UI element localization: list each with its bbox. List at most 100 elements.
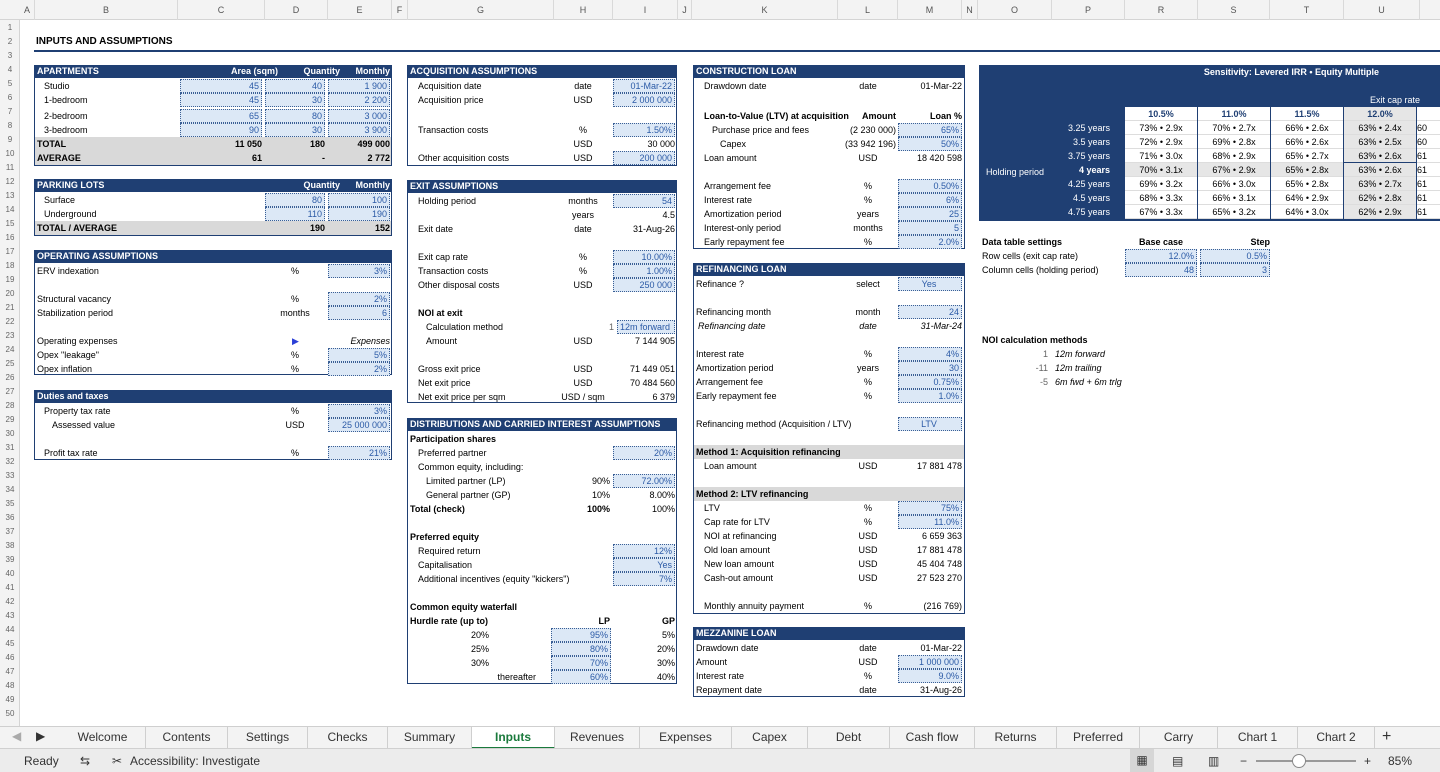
construction-pp-pct-input[interactable]: 65% [898,123,962,137]
apartment-area-input[interactable]: 45 [180,79,262,93]
zoom-slider-track[interactable] [1256,760,1356,762]
tab-chart-2[interactable]: Chart 2 [1298,727,1375,749]
column-header-i[interactable]: I [613,0,678,20]
row-header[interactable]: 28 [5,401,15,410]
apartment-rent-input[interactable]: 3 000 [328,109,390,123]
stabilization-input[interactable]: 6 [328,306,390,320]
row-header[interactable]: 34 [5,485,15,494]
row-header[interactable]: 23 [5,331,15,340]
acq-other-input[interactable]: 200 000 [613,151,675,165]
apartment-qty-input[interactable]: 80 [265,109,325,123]
parking-underground-rent[interactable]: 190 [328,207,390,221]
row-header[interactable]: 19 [5,275,15,284]
sensitivity-cell[interactable]: 62% • 2.9x [1344,205,1416,219]
apartment-area-input[interactable]: 65 [180,109,262,123]
parking-surface-rent[interactable]: 100 [328,193,390,207]
row-header[interactable]: 43 [5,611,15,620]
sensitivity-cell[interactable]: 68% • 2.9x [1198,149,1270,163]
row-header[interactable]: 14 [5,205,15,214]
row-header[interactable]: 42 [5,597,15,606]
column-header-p[interactable]: P [1052,0,1125,20]
zoom-out-icon[interactable]: − [1240,754,1248,768]
tab-scroll-left-icon[interactable]: ◀ [12,729,22,743]
sensitivity-cell-overflow[interactable]: 61 [1417,191,1440,205]
column-header-b[interactable]: B [35,0,178,20]
column-header-n[interactable]: N [962,0,978,20]
column-header-e[interactable]: E [328,0,392,20]
leakage-input[interactable]: 5% [328,348,390,362]
sensitivity-cell[interactable]: 66% • 3.0x [1198,177,1270,191]
column-header-l[interactable]: L [838,0,898,20]
sensitivity-cell[interactable]: 73% • 2.9x [1125,121,1197,135]
tab-inputs[interactable]: Inputs [472,727,555,749]
column-header-f[interactable]: F [392,0,408,20]
sensitivity-cell[interactable]: 65% • 2.8x [1271,163,1343,177]
sensitivity-cell[interactable]: 65% • 2.7x [1271,149,1343,163]
row-header[interactable]: 45 [5,639,15,648]
row-header[interactable]: 20 [5,289,15,298]
sensitivity-cell[interactable]: 70% • 2.7x [1198,121,1270,135]
distributions-add-input[interactable]: 7% [613,572,675,586]
row-header[interactable]: 48 [5,681,15,690]
tab-cash-flow[interactable]: Cash flow [890,727,975,749]
sensitivity-cell[interactable]: 66% • 2.6x [1271,121,1343,135]
tab-preferred[interactable]: Preferred [1057,727,1140,749]
profit-tax-input[interactable]: 21% [328,446,390,460]
sensitivity-cell[interactable]: 63% • 2.4x [1344,121,1416,135]
row-header[interactable]: 35 [5,499,15,508]
refinancing-month-input[interactable]: 24 [898,305,962,319]
sensitivity-cell[interactable]: 62% • 2.8x [1344,191,1416,205]
column-header-j[interactable]: J [678,0,692,20]
sensitivity-cell-overflow[interactable]: 60 [1417,121,1440,135]
construction-capex-pct-input[interactable]: 50% [898,137,962,151]
tab-scroll-right-icon[interactable]: ▶ [36,729,46,743]
column-header-t[interactable]: T [1270,0,1344,20]
exit-cap-input[interactable]: 10.00% [613,250,675,264]
refinancing-method-input[interactable]: LTV [898,417,962,431]
row-header[interactable]: 47 [5,667,15,676]
tab-debt[interactable]: Debt [808,727,890,749]
construction-early-input[interactable]: 2.0% [898,235,962,249]
acq-price-input[interactable]: 2 000 000 [613,93,675,107]
column-header-k[interactable]: K [692,0,838,20]
waterfall-lp-input[interactable]: 70% [551,656,611,670]
sensitivity-cell[interactable]: 63% • 2.5x [1344,135,1416,149]
sensitivity-cell-overflow[interactable]: 61 [1417,163,1440,177]
sensitivity-cell[interactable]: 66% • 2.6x [1271,135,1343,149]
sensitivity-cell[interactable]: 69% • 2.8x [1198,135,1270,149]
tab-summary[interactable]: Summary [388,727,472,749]
exit-hold-input[interactable]: 54 [613,194,675,208]
construction-arr-input[interactable]: 0.50% [898,179,962,193]
sensitivity-cell[interactable]: 65% • 3.2x [1198,205,1270,219]
column-header-c[interactable]: C [178,0,265,20]
row-header[interactable]: 8 [7,121,13,130]
assessed-value-input[interactable]: 25 000 000 [328,418,390,432]
column-header-h[interactable]: H [554,0,613,20]
zoom-slider-thumb[interactable] [1292,754,1306,768]
distributions-req-input[interactable]: 12% [613,544,675,558]
distributions-cap-input[interactable]: Yes [613,558,675,572]
tab-expenses[interactable]: Expenses [640,727,732,749]
apartment-area-input[interactable]: 90 [180,123,262,137]
apartment-qty-input[interactable]: 30 [265,93,325,107]
construction-amort-input[interactable]: 25 [898,207,962,221]
row-header[interactable]: 31 [5,443,15,452]
row-header[interactable]: 29 [5,415,15,424]
macro-icon[interactable]: ⇆ [80,754,91,768]
refinancing-ltv-input[interactable]: 75% [898,501,962,515]
apartment-qty-input[interactable]: 40 [265,79,325,93]
mezzanine-int-input[interactable]: 9.0% [898,669,962,683]
sensitivity-cell[interactable]: 69% • 3.2x [1125,177,1197,191]
refinancing-arr-input[interactable]: 0.75% [898,375,962,389]
row-header[interactable]: 24 [5,345,15,354]
row-header[interactable]: 9 [7,135,13,144]
row-header[interactable]: 25 [5,359,15,368]
row-header[interactable]: 10 [5,149,15,158]
sensitivity-cell[interactable]: 70% • 3.1x [1125,163,1197,177]
sensitivity-cell-overflow[interactable]: 61 [1417,177,1440,191]
refinancing-early-input[interactable]: 1.0% [898,389,962,403]
tab-checks[interactable]: Checks [308,727,388,749]
row-header[interactable]: 15 [5,219,15,228]
parking-underground-qty[interactable]: 110 [265,207,325,221]
waterfall-lp-input[interactable]: 80% [551,642,611,656]
